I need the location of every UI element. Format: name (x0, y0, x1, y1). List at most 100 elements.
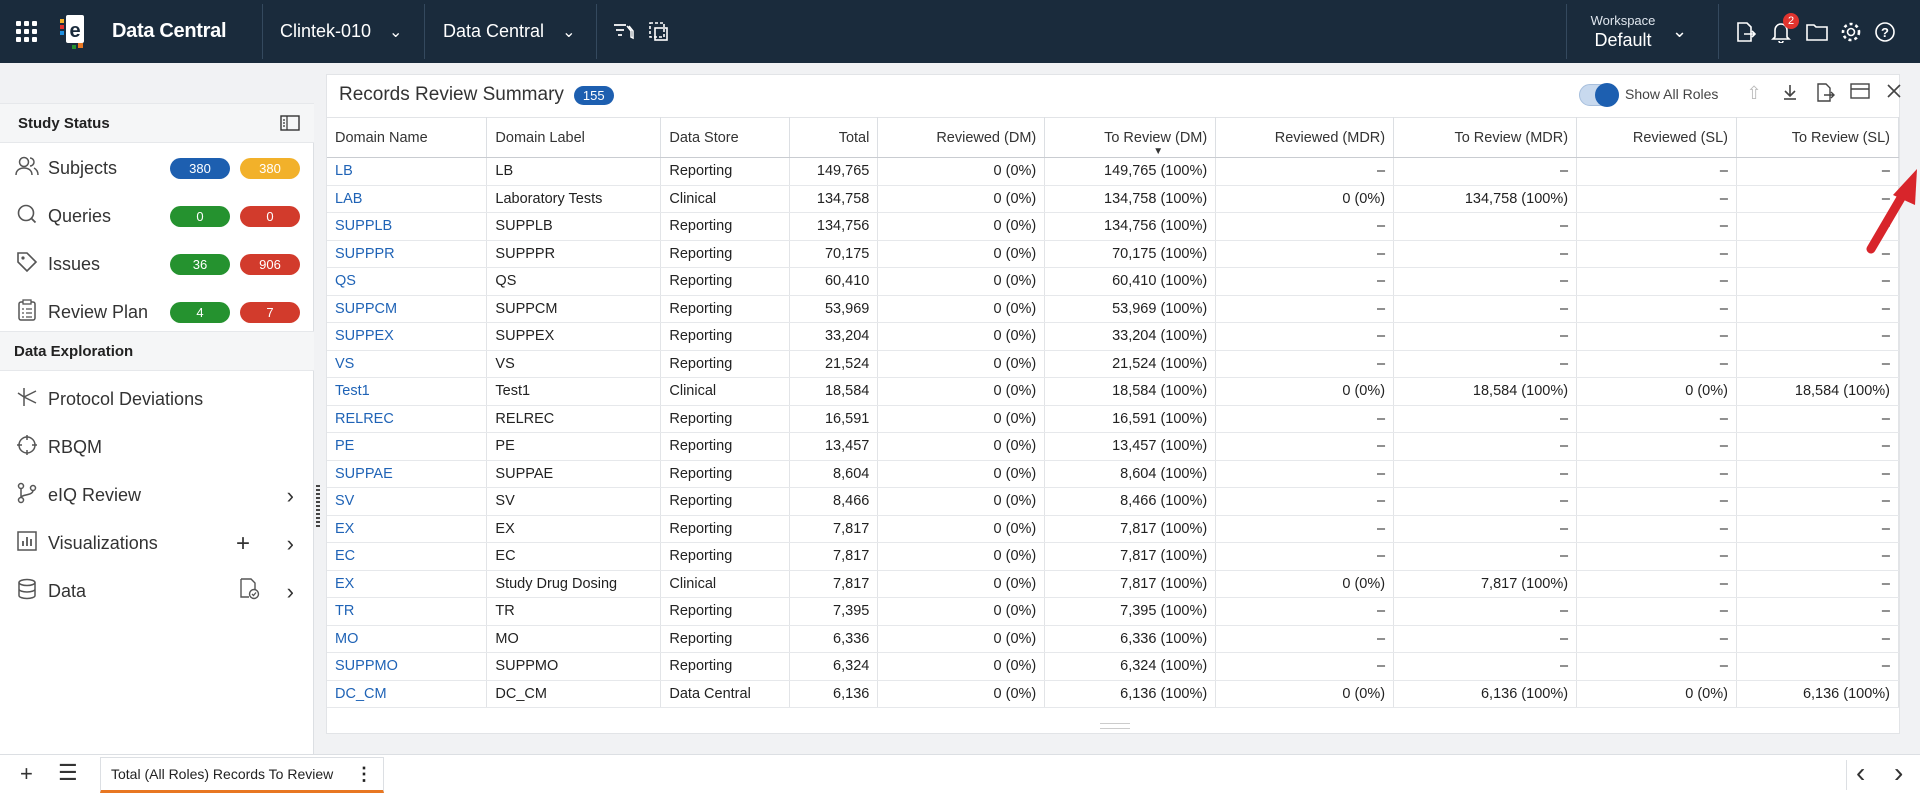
bell-icon[interactable] (1766, 0, 1796, 63)
table-row[interactable]: TR TR Reporting 7,395 0 (0%) 7,395 (100%) – – – – (327, 597, 1900, 626)
sidebar-item-queries[interactable]: Queries 0 0 (0, 193, 314, 240)
domain-name-link[interactable]: DC_CM (327, 680, 488, 708)
sidebar-item-subjects[interactable]: Subjects 380 380 (0, 145, 314, 192)
table-row[interactable]: VS VS Reporting 21,524 0 (0%) 21,524 (100%) – –… (327, 350, 1900, 378)
sidebar-item-review-plan[interactable]: Review Plan 4 7 (0, 289, 314, 336)
issues-count-badge[interactable]: 36 (170, 254, 230, 275)
apps-grid-icon[interactable] (16, 0, 42, 63)
column-header[interactable]: Total (789, 117, 879, 158)
close-icon[interactable] (1883, 83, 1905, 104)
column-header-sorted[interactable]: To Review (DM) ▼ (1044, 117, 1217, 158)
panel-resize-grip[interactable] (1100, 723, 1130, 729)
review-plan-count-badge[interactable]: 4 (170, 302, 230, 323)
table-row[interactable]: Test1 Test1 Clinical 18,584 0 (0%) 18,584 (10… (327, 377, 1900, 406)
queries-count-badge[interactable]: 0 (240, 206, 300, 227)
queries-count-badge[interactable]: 0 (170, 206, 230, 227)
domain-name-link[interactable]: SUPPPR (327, 240, 488, 268)
table-row[interactable]: SV SV Reporting 8,466 0 (0%) 8,466 (100%) – – – – (327, 487, 1900, 516)
plus-icon[interactable]: + (235, 529, 250, 557)
domain-name-link[interactable]: LB (327, 157, 488, 186)
sidebar-item-visualizations[interactable]: Visualizations + › (0, 520, 314, 567)
more-vertical-icon[interactable]: ⋮ (355, 763, 373, 784)
column-header[interactable]: Domain Name (327, 117, 488, 158)
show-all-roles-toggle[interactable] (1579, 83, 1619, 107)
subjects-count-badge[interactable]: 380 (240, 158, 300, 179)
table-row[interactable]: LB LB Reporting 149,765 0 (0%) 149,765 (100%)… (327, 157, 1900, 186)
domain-name-link[interactable]: SV (327, 487, 488, 516)
module-selector[interactable]: Data Central ⌄ (443, 0, 575, 63)
workspace-selector[interactable]: Workspace Default (1568, 0, 1678, 63)
column-header[interactable]: To Review (SL) (1736, 117, 1900, 158)
table-row[interactable]: EC EC Reporting 7,817 0 (0%) 7,817 (100%) – – – – (327, 542, 1900, 571)
domain-name-link[interactable]: MO (327, 625, 488, 653)
domain-name-link[interactable]: VS (327, 350, 488, 378)
subjects-count-badge[interactable]: 380 (170, 158, 230, 179)
table-row[interactable]: SUPPCM SUPPCM Reporting 53,969 0 (0%) 53,969 … (327, 295, 1900, 323)
table-row[interactable]: EX EX Reporting 7,817 0 (0%) 7,817 (100%) – – – – (327, 515, 1900, 543)
sidebar-item-issues[interactable]: Issues 36 906 (0, 241, 314, 288)
column-header[interactable]: Domain Label (486, 117, 662, 158)
domain-name-link[interactable]: EC (327, 542, 488, 571)
domain-name-link[interactable]: LAB (327, 185, 488, 213)
gear-icon[interactable] (1836, 0, 1866, 63)
table-row[interactable]: QS QS Reporting 60,410 0 (0%) 60,410 (100%) – –… (327, 267, 1900, 296)
chevron-down-icon[interactable]: ⌄ (1672, 21, 1688, 41)
table-row[interactable]: EX Study Drug Dosing Clinical 7,817 0 (0%) 7,… (327, 570, 1900, 598)
menu-icon[interactable]: ☰ (58, 760, 78, 785)
table-row[interactable]: PE PE Reporting 13,457 0 (0%) 13,457 (100%) – –… (327, 432, 1900, 461)
issues-count-badge[interactable]: 906 (240, 254, 300, 275)
domain-name-link[interactable]: SUPPAE (327, 460, 488, 488)
column-header[interactable]: Data Store (660, 117, 791, 158)
collapse-panel-icon[interactable] (280, 115, 300, 135)
chevron-right-icon[interactable]: › (1894, 757, 1904, 788)
domain-name-link[interactable]: RELREC (327, 405, 488, 433)
table-cell: 18,584 (100%) (1736, 377, 1900, 406)
domain-name-link[interactable]: QS (327, 267, 488, 296)
filter-list-icon[interactable] (609, 0, 639, 63)
domain-name-link[interactable]: TR (327, 597, 488, 626)
domain-name-link[interactable]: EX (327, 515, 488, 543)
download-icon[interactable] (1779, 83, 1801, 106)
table-row[interactable]: RELREC RELREC Reporting 16,591 0 (0%) 16,591 … (327, 405, 1900, 433)
domain-name-link[interactable]: SUPPMO (327, 652, 488, 681)
table-row[interactable]: SUPPMO SUPPMO Reporting 6,324 0 (0%) 6,324 (1… (327, 652, 1900, 681)
export-file-icon[interactable] (1730, 0, 1760, 63)
domain-name-link[interactable]: PE (327, 432, 488, 461)
document-check-icon[interactable] (238, 578, 260, 605)
tab-total-records-to-review[interactable]: Total (All Roles) Records To Review ⋮ (100, 757, 384, 793)
chevron-right-icon[interactable]: › (286, 530, 294, 556)
table-row[interactable]: DC_CM DC_CM Data Central 6,136 0 (0%) 6,136 (… (327, 680, 1900, 708)
arrow-up-icon[interactable]: ⇧ (1746, 83, 1762, 103)
table-row[interactable]: SUPPLB SUPPLB Reporting 134,756 0 (0%) 134,75… (327, 212, 1900, 241)
domain-name-link[interactable]: SUPPLB (327, 212, 488, 241)
select-region-icon[interactable] (644, 0, 674, 63)
chevron-right-icon[interactable]: › (286, 578, 294, 604)
sidebar-item-eiq-review[interactable]: eIQ Review › (0, 472, 314, 519)
column-header[interactable]: To Review (MDR) (1393, 117, 1578, 158)
domain-name-link[interactable]: EX (327, 570, 488, 598)
chevron-right-icon[interactable]: › (286, 482, 294, 508)
column-header[interactable]: Reviewed (MDR) (1215, 117, 1395, 158)
column-header[interactable]: Reviewed (SL) (1576, 117, 1737, 158)
window-icon[interactable] (1849, 83, 1871, 104)
export-file-icon[interactable] (1814, 83, 1836, 108)
table-row[interactable]: LAB Laboratory Tests Clinical 134,758 0 (0%)… (327, 185, 1900, 213)
sidebar-item-rbqm[interactable]: RBQM (0, 424, 314, 471)
domain-name-link[interactable]: SUPPEX (327, 322, 488, 351)
sidebar-item-protocol-deviations[interactable]: Protocol Deviations (0, 376, 314, 423)
study-selector[interactable]: Clintek-010 ⌄ (280, 0, 402, 63)
help-icon[interactable]: ? (1870, 0, 1900, 63)
table-row[interactable]: SUPPAE SUPPAE Reporting 8,604 0 (0%) 8,604 (1… (327, 460, 1900, 488)
folder-icon[interactable] (1802, 0, 1832, 63)
add-tab-icon[interactable]: + (20, 761, 33, 786)
sidebar-resize-handle[interactable] (316, 485, 320, 527)
table-row[interactable]: SUPPPR SUPPPR Reporting 70,175 0 (0%) 70,175 … (327, 240, 1900, 268)
domain-name-link[interactable]: SUPPCM (327, 295, 488, 323)
column-header[interactable]: Reviewed (DM) (877, 117, 1046, 158)
table-row[interactable]: MO MO Reporting 6,336 0 (0%) 6,336 (100%) – – – – (327, 625, 1900, 653)
table-row[interactable]: SUPPEX SUPPEX Reporting 33,204 0 (0%) 33,204 … (327, 322, 1900, 351)
review-plan-count-badge[interactable]: 7 (240, 302, 300, 323)
domain-name-link[interactable]: Test1 (327, 377, 488, 406)
sidebar-item-data[interactable]: Data › (0, 568, 314, 615)
chevron-left-icon[interactable]: ‹ (1856, 757, 1866, 788)
